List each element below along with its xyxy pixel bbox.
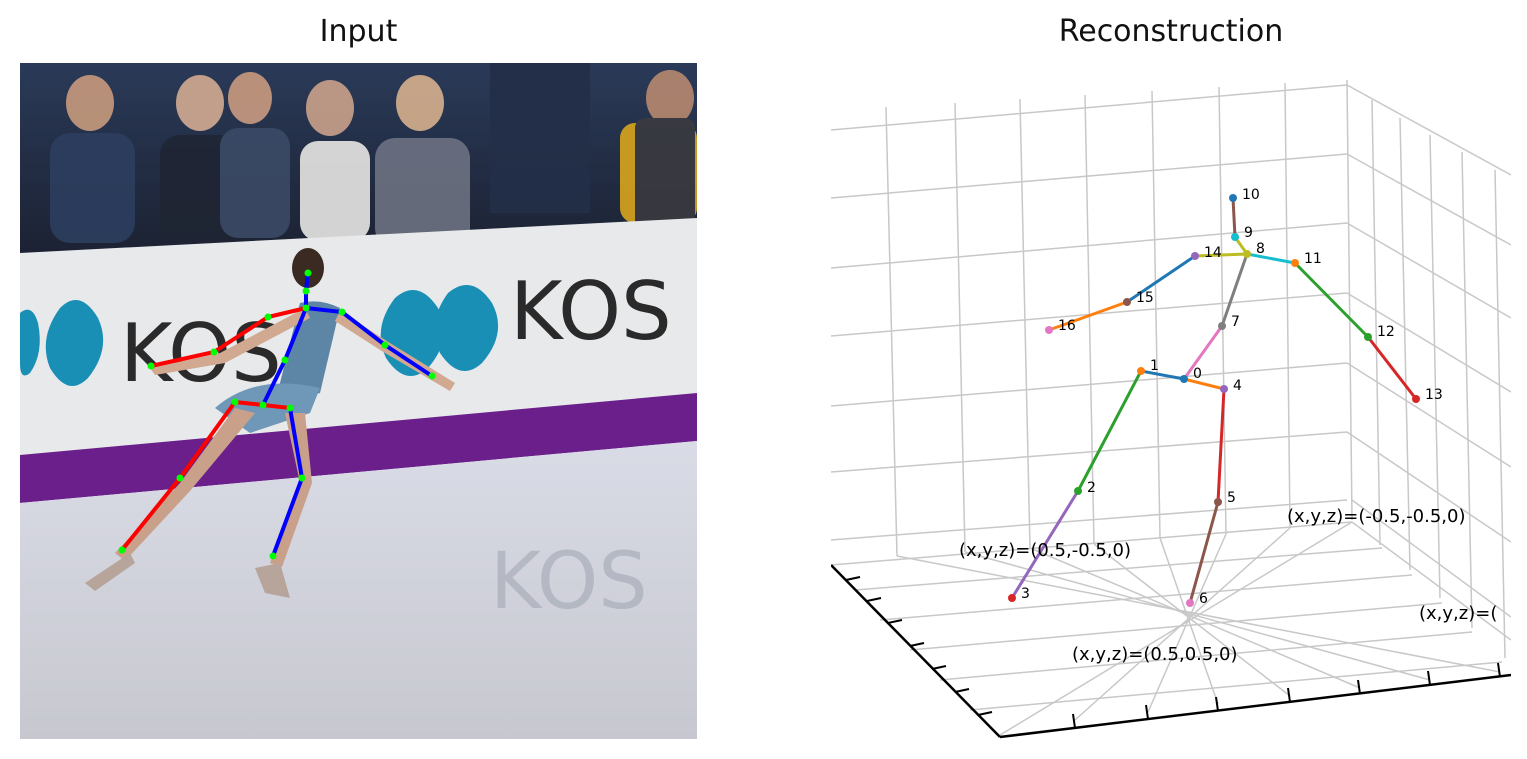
joint-12 <box>1364 333 1372 341</box>
bone-12-13 <box>1366 335 1418 401</box>
joint-label-1: 1 <box>1150 358 1159 374</box>
joint-label-14: 14 <box>1204 245 1222 261</box>
joint-label-5: 5 <box>1227 490 1236 506</box>
bone-8-11 <box>1245 252 1297 265</box>
joint-8 <box>1243 250 1251 258</box>
joint-2 <box>1074 487 1082 495</box>
rink-board <box>20 218 697 455</box>
joint-label-6: 6 <box>1199 591 1208 607</box>
joint-labels: 0 1 2 3 4 5 6 7 8 9 10 11 12 13 14 15 16 <box>1021 187 1443 607</box>
joint-label-8: 8 <box>1256 241 1265 257</box>
bone-5-6 <box>1188 500 1220 605</box>
joint-11 <box>1291 259 1299 267</box>
ice-surface <box>20 441 697 739</box>
corner-annotations: (x,y,z)=(0.5,-0.5,0) (x,y,z)=(-0.5,-0.5,… <box>959 506 1497 665</box>
bone-0-7 <box>1182 324 1224 381</box>
joint-label-7: 7 <box>1231 314 1240 330</box>
joint-label-13: 13 <box>1425 387 1443 403</box>
reconstruction-plot: 0 1 2 3 4 5 6 7 8 9 10 11 12 13 14 15 16… <box>831 79 1511 739</box>
limb-right-arm <box>149 306 308 368</box>
joint-label-0: 0 <box>1193 366 1202 382</box>
input-image: KOS KOS KOS <box>20 63 697 739</box>
axis-lines <box>831 564 1511 739</box>
joint-label-4: 4 <box>1233 378 1242 394</box>
reconstruction-title: Reconstruction <box>1058 14 1284 49</box>
joint-3 <box>1008 594 1016 602</box>
joint-label-10: 10 <box>1242 187 1260 203</box>
grid-lines <box>831 79 1511 736</box>
annotation-2: (x,y,z)=(0.5,0.5,0) <box>1072 644 1238 665</box>
joint-16 <box>1045 326 1053 334</box>
joint-13 <box>1412 395 1420 403</box>
bone-14-15 <box>1125 254 1197 304</box>
bone-0-4 <box>1182 377 1226 391</box>
bone-15-16 <box>1047 300 1129 332</box>
input-title: Input <box>319 14 398 49</box>
axis-ticks <box>845 576 1501 729</box>
joint-0 <box>1180 375 1188 383</box>
joint-14 <box>1191 252 1199 260</box>
bone-1-2 <box>1076 369 1143 493</box>
joint-4 <box>1220 385 1228 393</box>
reconstruction-panel: 0 1 2 3 4 5 6 7 8 9 10 11 12 13 14 15 16… <box>831 63 1511 753</box>
bone-0-1 <box>1139 369 1186 381</box>
bone-8-14 <box>1193 252 1249 258</box>
input-image-panel: KOS KOS KOS <box>20 63 697 739</box>
joint-label-11: 11 <box>1304 251 1322 267</box>
joint-9 <box>1231 233 1239 241</box>
joint-7 <box>1218 322 1226 330</box>
joint-15 <box>1123 298 1131 306</box>
joint-label-2: 2 <box>1087 480 1096 496</box>
joint-label-12: 12 <box>1377 324 1395 340</box>
annotation-0: (x,y,z)=(0.5,-0.5,0) <box>959 540 1131 561</box>
annotation-3: (x,y,z)=( <box>1419 603 1497 624</box>
joint-1 <box>1137 367 1145 375</box>
banner-text-right: KOS <box>510 265 672 358</box>
bone-2-3 <box>1010 489 1080 600</box>
joint-label-16: 16 <box>1058 318 1076 334</box>
ice-reflection-text: KOS <box>490 537 648 627</box>
bone-4-5 <box>1216 387 1226 504</box>
joint-label-3: 3 <box>1021 586 1030 602</box>
joints-2d <box>118 269 436 560</box>
joint-5 <box>1214 498 1222 506</box>
joint-label-9: 9 <box>1244 225 1253 241</box>
bone-11-12 <box>1293 261 1370 339</box>
bone-9-10 <box>1231 196 1237 239</box>
annotation-1: (x,y,z)=(-0.5,-0.5,0) <box>1287 506 1466 527</box>
joint-10 <box>1229 194 1237 202</box>
limb-left-arm <box>304 306 434 378</box>
joint-6 <box>1186 599 1194 607</box>
joints-3d <box>1008 194 1420 607</box>
joint-label-15: 15 <box>1136 290 1154 306</box>
spectators <box>50 63 697 248</box>
logo-diamond-left <box>45 300 104 386</box>
bone-7-8 <box>1220 252 1249 328</box>
